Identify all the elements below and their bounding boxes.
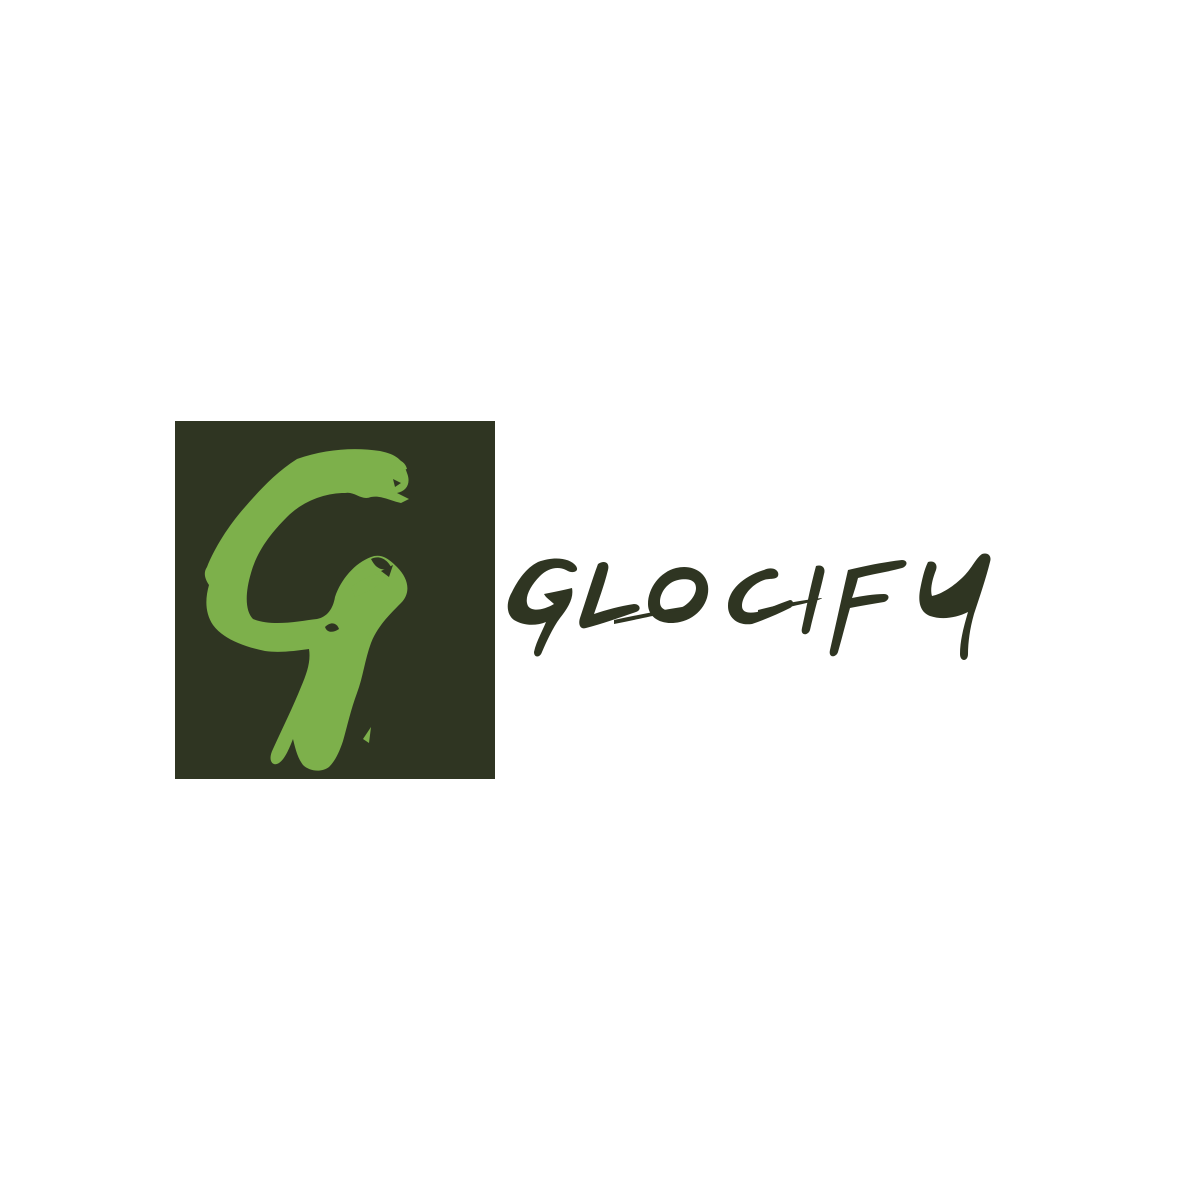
wordmark-letter-o (648, 566, 709, 624)
wordmark-letter-c (728, 568, 793, 625)
wordmark-letter-l (579, 562, 640, 629)
wordmark-letter-f (829, 560, 907, 657)
emblem-letter-texture (325, 479, 401, 632)
wordmark-brush-streak (758, 598, 822, 614)
wordmark-letter-g (507, 558, 578, 657)
wordmark-letter-y (919, 553, 991, 660)
emblem-g-icon (175, 421, 495, 779)
logo-emblem (175, 421, 495, 779)
logo-wordmark: GLOCIFY (502, 548, 1042, 668)
wordmark-glocify-icon (507, 553, 991, 660)
wordmark-brush-streak (614, 604, 702, 624)
